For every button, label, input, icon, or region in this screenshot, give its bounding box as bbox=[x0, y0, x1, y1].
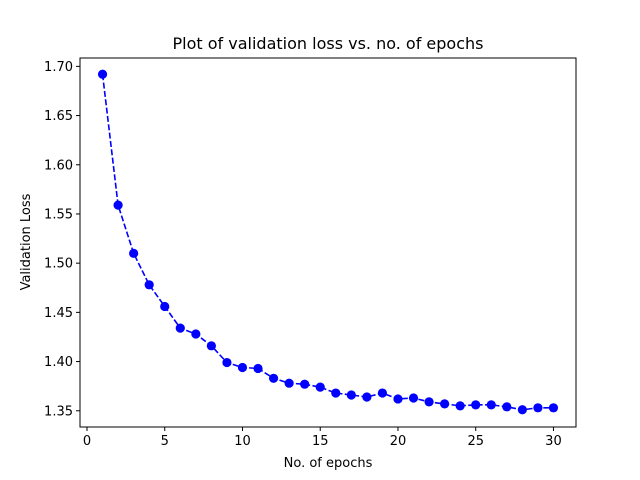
x-tick-label: 20 bbox=[390, 434, 407, 449]
data-point bbox=[97, 69, 108, 79]
data-point bbox=[113, 200, 123, 210]
chart-title: Plot of validation loss vs. no. of epoch… bbox=[173, 34, 484, 53]
data-point bbox=[222, 357, 232, 368]
data-point bbox=[253, 363, 263, 374]
data-point bbox=[455, 401, 465, 411]
plot-area bbox=[80, 58, 576, 427]
y-tick-label: 1.50 bbox=[44, 257, 73, 272]
y-tick-label: 1.45 bbox=[44, 306, 73, 321]
data-point bbox=[408, 393, 419, 403]
data-point bbox=[471, 400, 481, 410]
y-tick-label: 1.35 bbox=[44, 404, 73, 419]
y-tick-label: 1.40 bbox=[44, 355, 73, 370]
y-tick-label: 1.55 bbox=[44, 207, 73, 222]
y-tick-label: 1.65 bbox=[44, 109, 73, 124]
data-point bbox=[315, 382, 325, 392]
data-point bbox=[486, 400, 496, 410]
data-point bbox=[548, 403, 559, 413]
data-point bbox=[144, 280, 154, 290]
x-tick-label: 15 bbox=[312, 434, 329, 449]
series-points bbox=[97, 69, 559, 415]
data-point bbox=[362, 392, 372, 402]
data-point bbox=[237, 362, 248, 373]
data-point bbox=[284, 378, 294, 388]
x-tick-label: 30 bbox=[545, 434, 562, 449]
plot-frame bbox=[79, 57, 577, 428]
data-point bbox=[160, 301, 170, 312]
y-axis-label: Validation Loss bbox=[19, 193, 34, 290]
data-point bbox=[300, 379, 310, 389]
data-point bbox=[268, 373, 279, 383]
data-point bbox=[129, 248, 139, 258]
data-point bbox=[175, 323, 185, 333]
data-point bbox=[191, 329, 201, 339]
x-axis-ticks: 0 5 10 15 20 25 30 bbox=[83, 427, 562, 449]
data-point bbox=[440, 399, 450, 409]
data-point bbox=[346, 390, 356, 400]
x-tick-label: 0 bbox=[83, 434, 91, 449]
data-point bbox=[377, 388, 388, 398]
data-point bbox=[206, 341, 216, 351]
x-tick-label: 5 bbox=[161, 434, 169, 449]
x-tick-label: 10 bbox=[234, 434, 251, 449]
y-tick-label: 1.70 bbox=[44, 60, 73, 75]
data-point bbox=[533, 403, 543, 413]
data-point bbox=[502, 402, 512, 412]
y-tick-label: 1.60 bbox=[44, 158, 73, 173]
x-tick-label: 25 bbox=[467, 434, 484, 449]
y-axis-ticks: 1.35 1.40 1.45 1.50 1.55 1.60 1.65 1.70 bbox=[44, 60, 80, 419]
data-point bbox=[393, 394, 403, 404]
x-axis-label: No. of epochs bbox=[284, 456, 373, 471]
data-point bbox=[424, 397, 434, 407]
data-point bbox=[517, 405, 527, 415]
data-point bbox=[331, 388, 341, 398]
